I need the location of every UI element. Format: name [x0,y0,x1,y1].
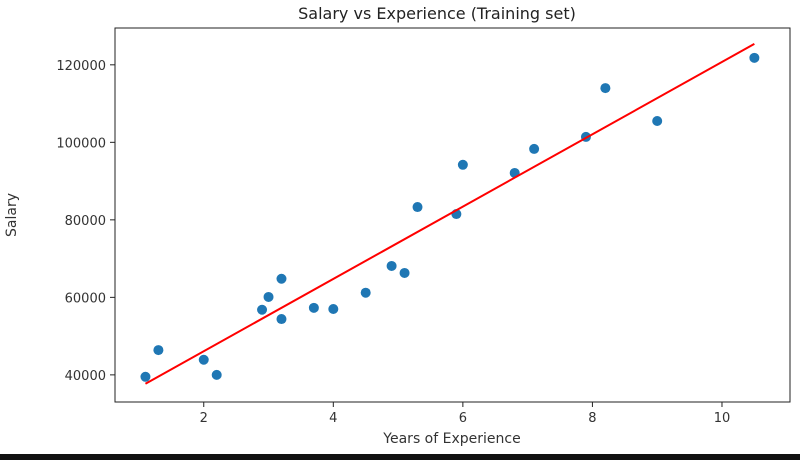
data-point [276,314,287,325]
x-axis-label: Years of Experience [382,431,520,447]
data-point [600,83,611,94]
x-tick-label: 10 [714,411,731,426]
data-point [529,143,540,154]
data-point [140,371,151,382]
data-point [412,202,423,213]
data-point [153,345,164,356]
data-point [360,287,371,298]
data-point [386,260,397,271]
data-point [399,267,410,278]
y-tick-label: 100000 [56,136,106,151]
regression-line [144,43,755,385]
x-tick-label: 8 [588,411,596,426]
y-tick-label: 80000 [65,214,106,229]
x-tick-label: 6 [459,411,467,426]
data-point [263,291,274,302]
x-tick-label: 2 [200,411,208,426]
data-point [328,303,339,314]
y-axis-label: Salary [4,193,20,237]
y-tick-label: 120000 [56,59,106,74]
y-tick-label: 60000 [65,291,106,306]
chart-title: Salary vs Experience (Training set) [298,4,576,23]
data-point [211,369,222,380]
y-tick-label: 40000 [65,369,106,384]
data-point [198,354,209,365]
data-point [257,304,268,315]
plot-frame [114,27,791,403]
data-point [652,116,663,127]
data-point [276,273,287,284]
data-point [749,52,760,63]
data-point [308,302,319,313]
data-point [457,159,468,170]
x-tick-label: 4 [329,411,337,426]
bottom-bar [0,454,800,460]
